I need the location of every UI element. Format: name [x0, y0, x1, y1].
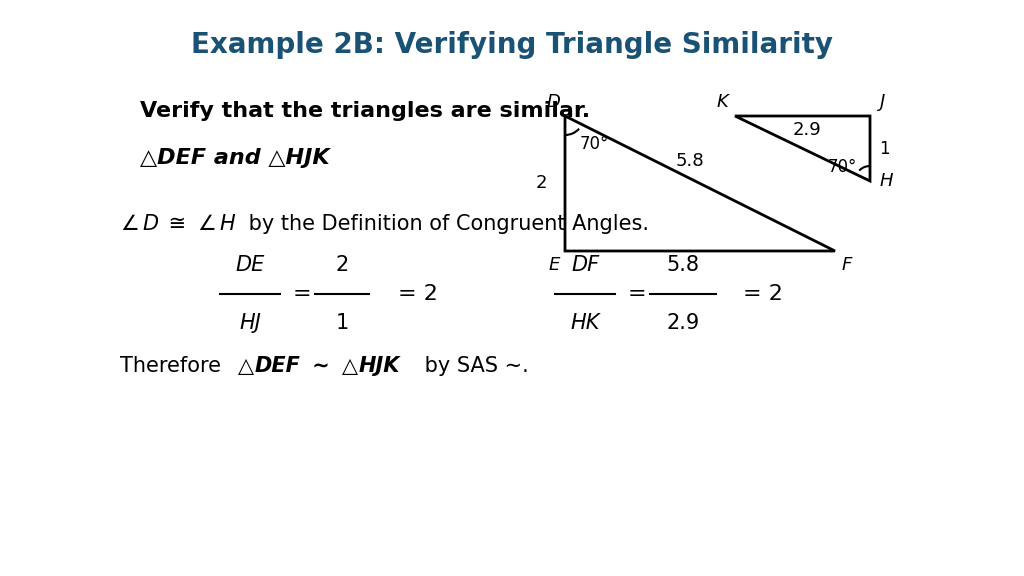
Text: ∠: ∠ [197, 214, 216, 234]
Text: 70°: 70° [827, 158, 857, 176]
Text: Example 2B: Verifying Triangle Similarity: Example 2B: Verifying Triangle Similarit… [191, 31, 833, 59]
Text: by SAS ∼.: by SAS ∼. [418, 356, 528, 376]
Text: H: H [880, 172, 894, 190]
Text: 5.8: 5.8 [667, 255, 699, 275]
Text: DEF: DEF [255, 356, 301, 376]
Text: K: K [716, 93, 728, 111]
Text: △: △ [342, 356, 358, 376]
Text: 1: 1 [336, 313, 348, 333]
Text: HJK: HJK [359, 356, 400, 376]
Text: DF: DF [571, 255, 599, 275]
Text: Therefore: Therefore [120, 356, 227, 376]
Text: HJ: HJ [239, 313, 261, 333]
Text: ∼: ∼ [305, 356, 337, 376]
Text: =: = [628, 284, 646, 304]
Text: 2.9: 2.9 [794, 120, 822, 138]
Text: D: D [142, 214, 158, 234]
Text: △DEF and △HJK: △DEF and △HJK [140, 148, 330, 168]
Text: 70°: 70° [580, 135, 609, 153]
Text: E: E [549, 256, 560, 274]
Text: ∠: ∠ [120, 214, 138, 234]
Text: 1: 1 [879, 139, 890, 157]
Text: HK: HK [570, 313, 600, 333]
Text: F: F [842, 256, 852, 274]
Text: 2: 2 [536, 175, 547, 192]
Text: D: D [546, 93, 560, 111]
Text: by the Definition of Congruent Angles.: by the Definition of Congruent Angles. [242, 214, 649, 234]
Text: △: △ [238, 356, 254, 376]
Text: J: J [880, 93, 886, 111]
Text: ≅: ≅ [162, 214, 193, 234]
Text: DE: DE [236, 255, 264, 275]
Text: H: H [219, 214, 234, 234]
Text: = 2: = 2 [398, 284, 438, 304]
Text: Verify that the triangles are similar.: Verify that the triangles are similar. [140, 101, 590, 121]
Text: 2: 2 [336, 255, 348, 275]
Text: =: = [293, 284, 311, 304]
Text: = 2: = 2 [743, 284, 783, 304]
Text: 2.9: 2.9 [667, 313, 699, 333]
Text: 5.8: 5.8 [676, 153, 705, 170]
